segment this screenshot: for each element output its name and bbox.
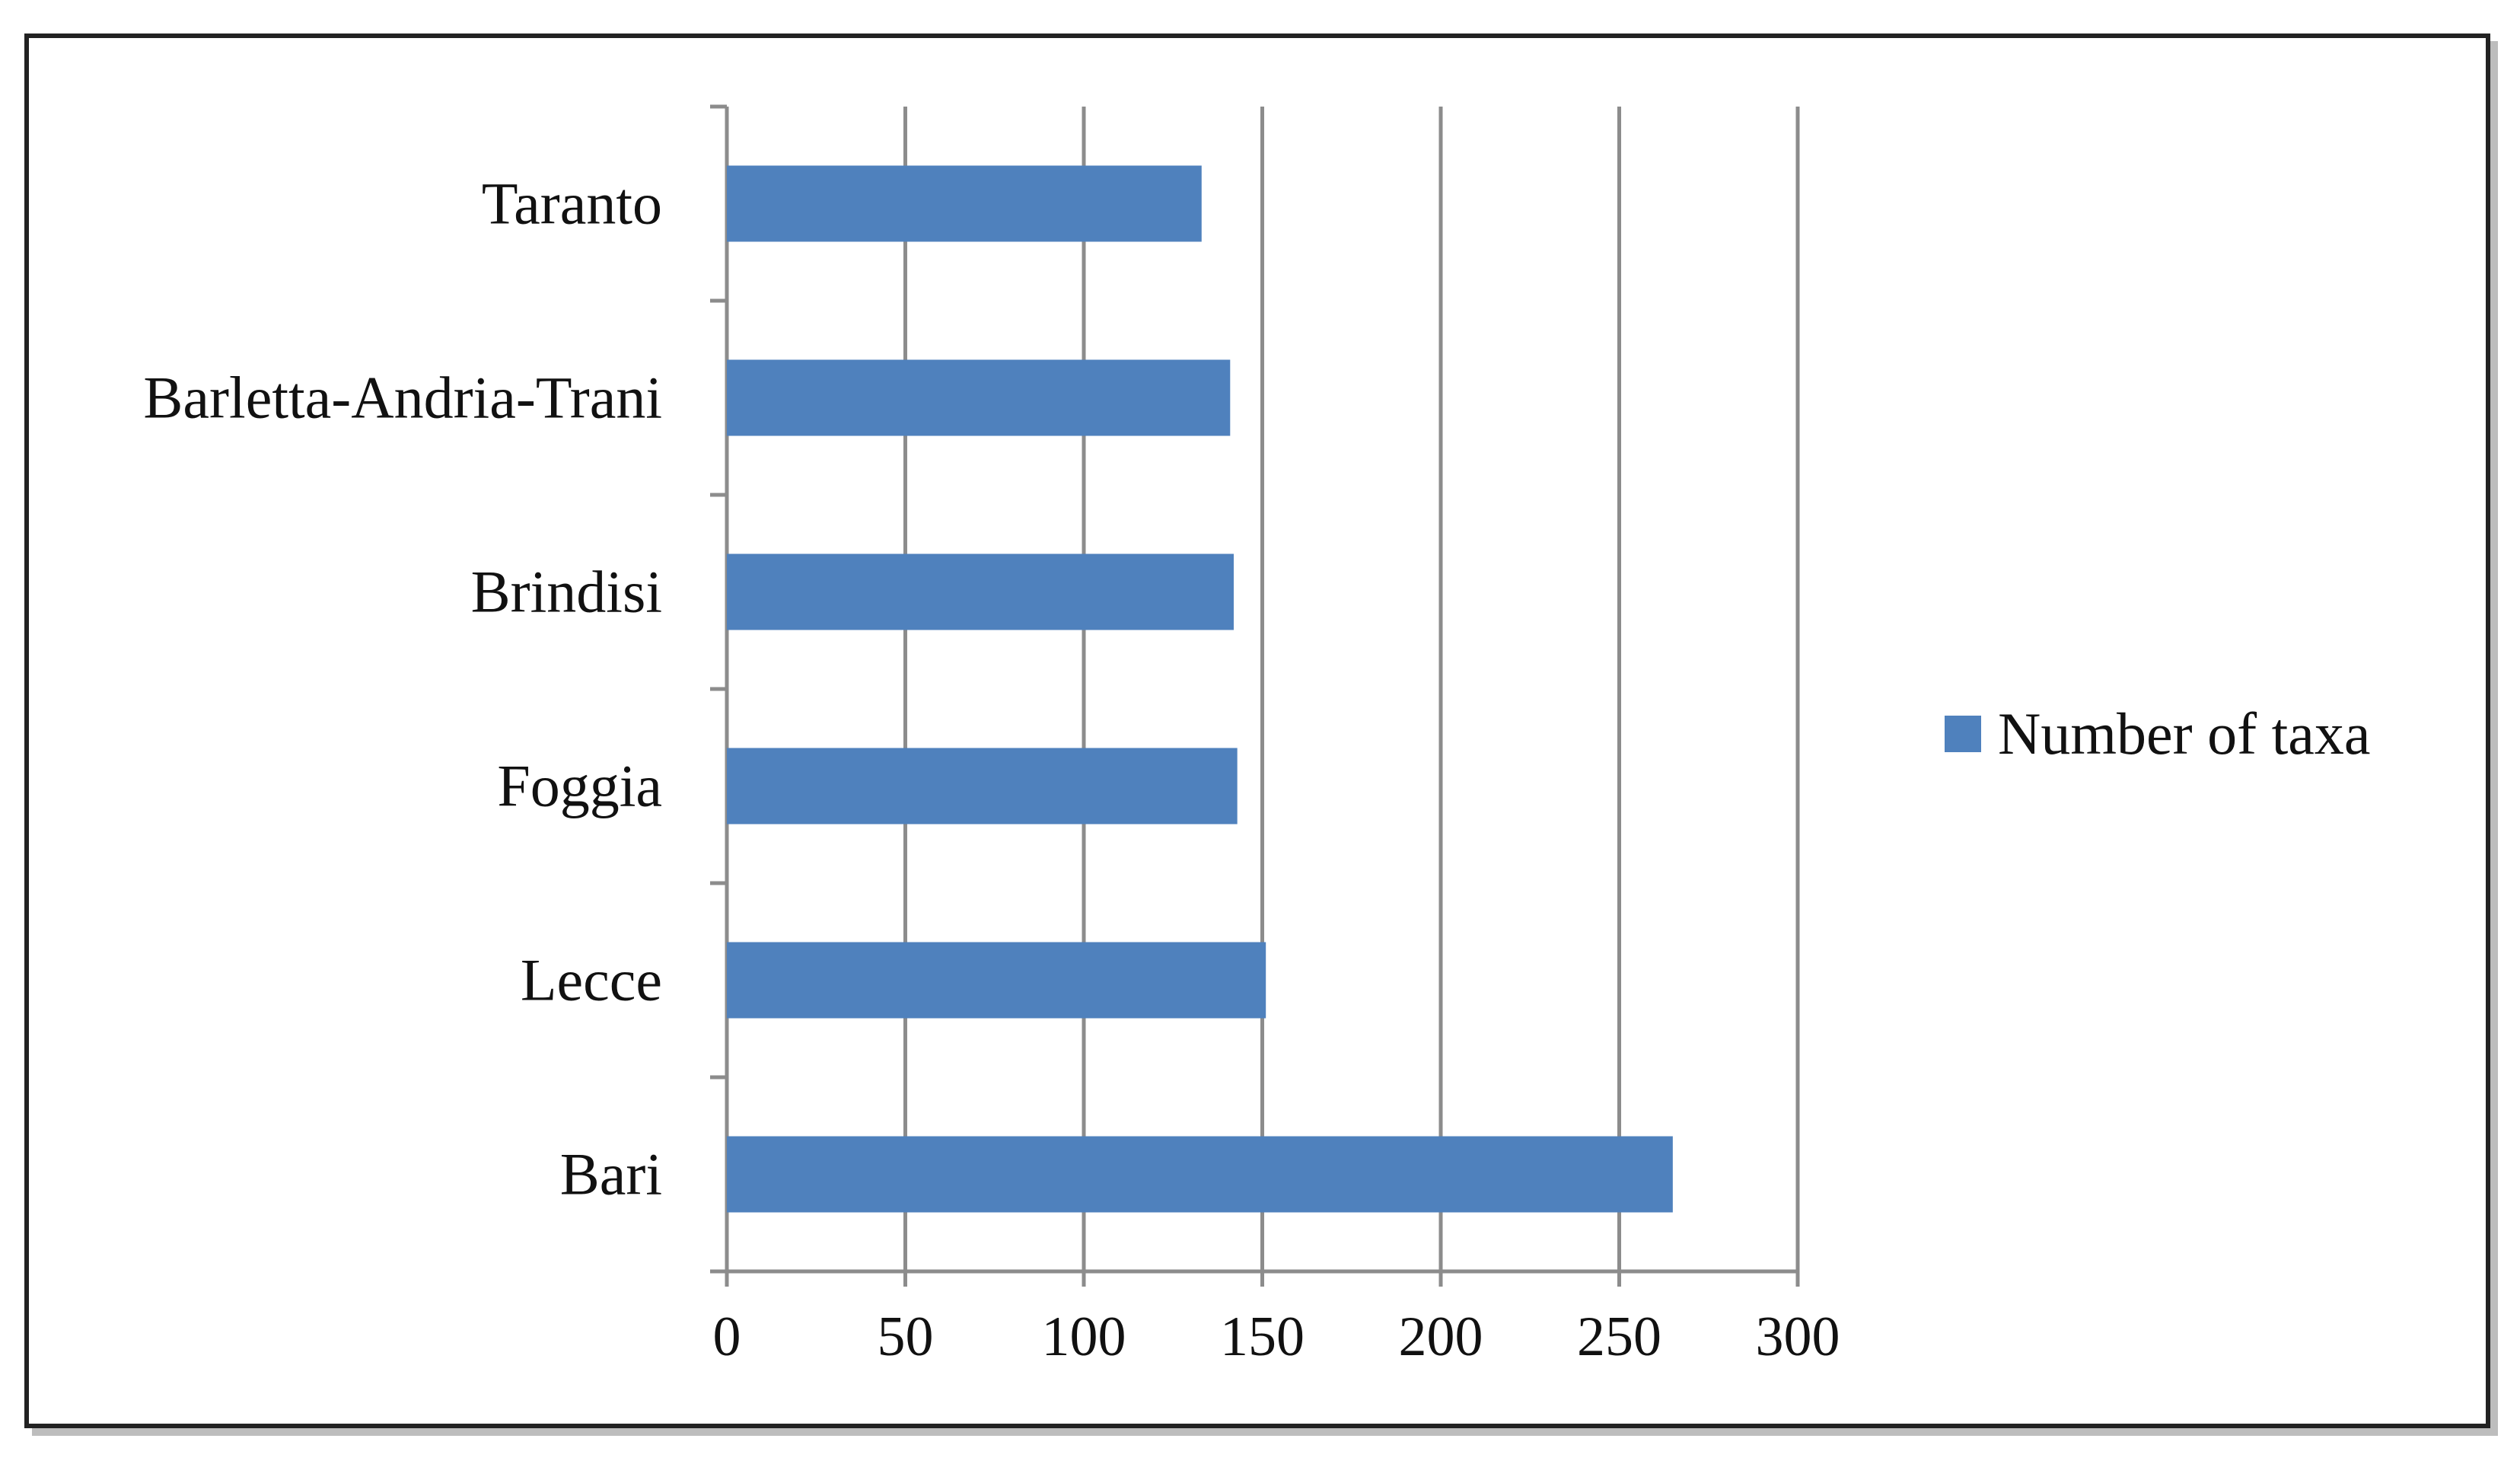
x-tick-label: 150	[1220, 1306, 1305, 1368]
bar	[727, 748, 1238, 824]
category-label: Foggia	[497, 753, 662, 819]
x-tick-label: 250	[1577, 1306, 1661, 1368]
category-label: Bari	[560, 1141, 662, 1207]
legend-swatch	[1945, 716, 1981, 752]
gridlines	[903, 107, 1800, 1271]
x-tick-label: 100	[1042, 1306, 1126, 1368]
x-tick-label: 300	[1756, 1306, 1840, 1368]
axes	[710, 104, 1800, 1287]
category-labels: Bari Lecce Foggia Brindisi Barletta-Andria-T…	[143, 171, 662, 1207]
bar	[727, 1136, 1673, 1213]
x-tick-labels: 0 50 100 150 200 250 300	[713, 1306, 1840, 1368]
category-label: Brindisi	[471, 559, 662, 625]
category-label: Taranto	[482, 171, 662, 237]
category-label: Barletta-Andria-Trani	[143, 365, 662, 431]
x-tick-label: 0	[713, 1306, 741, 1368]
bar	[727, 942, 1266, 1019]
bar	[727, 553, 1234, 630]
bar	[727, 165, 1202, 242]
x-tick-label: 200	[1399, 1306, 1483, 1368]
legend-label: Number of taxa	[1998, 700, 2370, 767]
category-label: Lecce	[521, 947, 662, 1013]
bar	[727, 359, 1231, 436]
bars	[727, 165, 1673, 1213]
legend: Number of taxa	[1945, 700, 2370, 767]
x-tick-label: 50	[878, 1306, 934, 1368]
